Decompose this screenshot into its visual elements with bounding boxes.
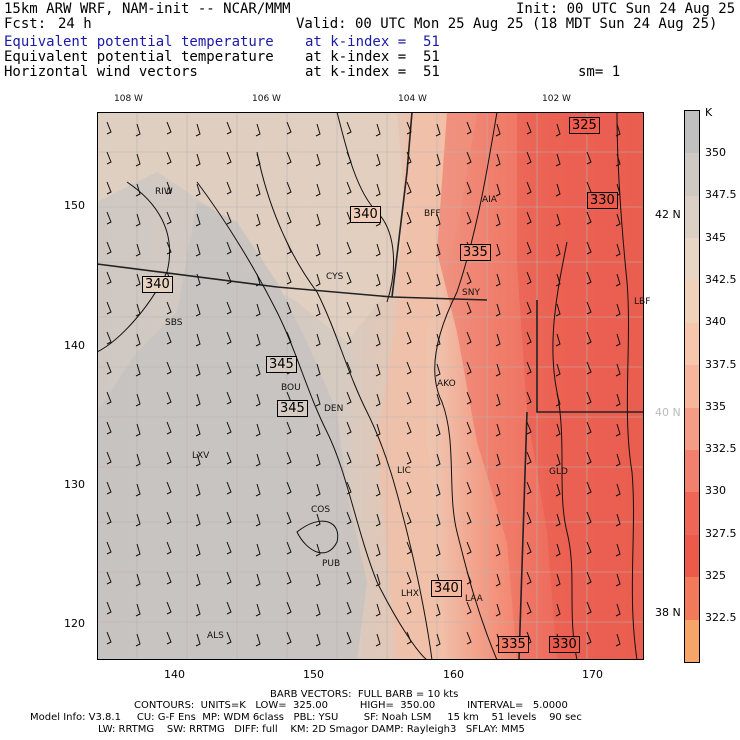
colorbar-label: 332.5: [705, 442, 737, 456]
station-gld: GLD: [549, 467, 568, 477]
colorbar-segment: [685, 238, 699, 282]
colorbar-segment: [685, 280, 699, 324]
station-pub: PUB: [322, 559, 341, 569]
y-tick-120: 120: [64, 617, 85, 630]
theta-e-region-gray: [97, 202, 367, 660]
theta-e-region-deep-red: [517, 112, 644, 660]
station-ako: AKO: [437, 379, 456, 389]
station-als: ALS: [207, 631, 224, 641]
contour-label-345-lower: 345: [277, 400, 308, 417]
colorbar-label: 327.5: [705, 526, 737, 540]
colorbar-segment: [685, 407, 699, 451]
colorbar-segment: [685, 153, 699, 197]
lon-label-102w: 102 W: [542, 94, 571, 104]
init-time: Init: 00 UTC Sun 24 Aug 25: [516, 1, 736, 17]
map-frame: [97, 112, 644, 660]
field-2-name: Equivalent potential temperature: [4, 49, 274, 65]
colorbar-label: 325: [705, 569, 726, 582]
contour-label-330-south: 330: [549, 636, 580, 653]
station-cos: COS: [311, 505, 331, 515]
contour-label-345-upper: 345: [266, 356, 297, 373]
theta-e-region-orange: [377, 112, 477, 660]
lon-label-104w: 104 W: [398, 94, 427, 104]
station-bou: BOU: [281, 383, 301, 393]
station-lhx: LHX: [401, 589, 419, 599]
state-borders: [97, 112, 644, 660]
field-1-name: Equivalent potential temperature: [4, 34, 274, 50]
colorbar-segment: [685, 111, 699, 154]
station-den: DEN: [324, 404, 344, 414]
theta-e-map: [97, 112, 644, 660]
lat-label-38n: 38 N: [655, 606, 681, 619]
contour-label-330-north: 330: [587, 192, 618, 209]
barb-legend: BARB VECTORS: FULL BARB = 10 kts: [270, 689, 459, 700]
y-tick-150: 150: [64, 199, 85, 212]
colorbar-unit: K: [705, 106, 713, 119]
station-laa: LAA: [465, 594, 483, 604]
colorbar-label: 347.5: [705, 188, 737, 202]
contour-lines: [97, 112, 638, 660]
colorbar-segment: [685, 195, 699, 239]
field-2-level: at k-index = 51: [305, 49, 440, 65]
contour-label-335-north: 335: [460, 244, 491, 261]
station-riw: RIW: [155, 187, 173, 197]
lat-label-42n: 42 N: [655, 208, 681, 221]
y-tick-140: 140: [64, 339, 85, 352]
contour-label-325: 325: [569, 117, 600, 134]
colorbar-segment: [685, 322, 699, 366]
colorbar-segment: [685, 619, 699, 663]
colorbar-label: 335: [705, 399, 726, 413]
lon-label-108w: 108 W: [114, 94, 143, 104]
station-aia: AIA: [482, 195, 497, 205]
valid-time: Valid: 00 UTC Mon 25 Aug 25 (18 MDT Sun …: [296, 16, 718, 32]
station-bff: BFF: [424, 209, 441, 219]
contour-label-335-south: 335: [498, 636, 529, 653]
contour-label-340-north: 340: [350, 206, 381, 223]
colorbar-segment: [685, 365, 699, 409]
forecast-hours: 24 h: [58, 16, 92, 32]
station-sbs: SBS: [165, 318, 183, 328]
lon-label-106w: 106 W: [252, 94, 281, 104]
colorbar-label: 340: [705, 315, 726, 329]
lat-label-40n: 40 N: [655, 406, 681, 419]
colorbar-segment: [685, 534, 699, 578]
smoothing-label: sm= 1: [578, 64, 621, 80]
station-lxv: LXV: [192, 451, 210, 461]
theta-e-region-tan: [97, 112, 407, 342]
colorbar-label: 342.5: [705, 272, 737, 286]
colorbar-label: 345: [705, 230, 726, 244]
field-3-level: at k-index = 51: [305, 64, 440, 80]
contour-label-340-west: 340: [142, 276, 173, 293]
x-tick-150: 150: [303, 668, 324, 681]
contour-label-340-south: 340: [431, 580, 462, 597]
y-tick-130: 130: [64, 478, 85, 491]
station-lic: LIC: [397, 466, 411, 476]
station-sny: SNY: [462, 288, 480, 298]
field-3-name: Horizontal wind vectors: [4, 64, 198, 80]
model-title: 15km ARW WRF, NAM-init -- NCAR/MMM: [4, 1, 291, 17]
colorbar-segment: [685, 492, 699, 536]
model-info-line-1: Model Info: V3.8.1 CU: G-F Ens MP: WDM 6…: [30, 712, 582, 723]
colorbar-label: 330: [705, 484, 726, 498]
colorbar-label: 337.5: [705, 357, 737, 371]
colorbar-segment: [685, 450, 699, 493]
station-lbf: LBF: [634, 297, 651, 307]
x-tick-140: 140: [164, 668, 185, 681]
field-1-level: at k-index = 51: [305, 34, 440, 50]
colorbar-segment: [685, 577, 699, 621]
contour-legend: CONTOURS: UNITS=K LOW= 325.00 HIGH= 350.…: [134, 700, 568, 711]
station-cys: CYS: [326, 272, 344, 282]
forecast-label: Fcst:: [4, 16, 47, 32]
model-info-line-2: LW: RRTMG SW: RRTMG DIFF: full KM: 2D Sm…: [98, 724, 525, 735]
x-tick-160: 160: [443, 668, 464, 681]
colorbar-label: 322.5: [705, 611, 737, 625]
x-tick-170: 170: [582, 668, 603, 681]
colorbar-label: 350: [705, 146, 726, 159]
colorbar: [684, 110, 700, 663]
